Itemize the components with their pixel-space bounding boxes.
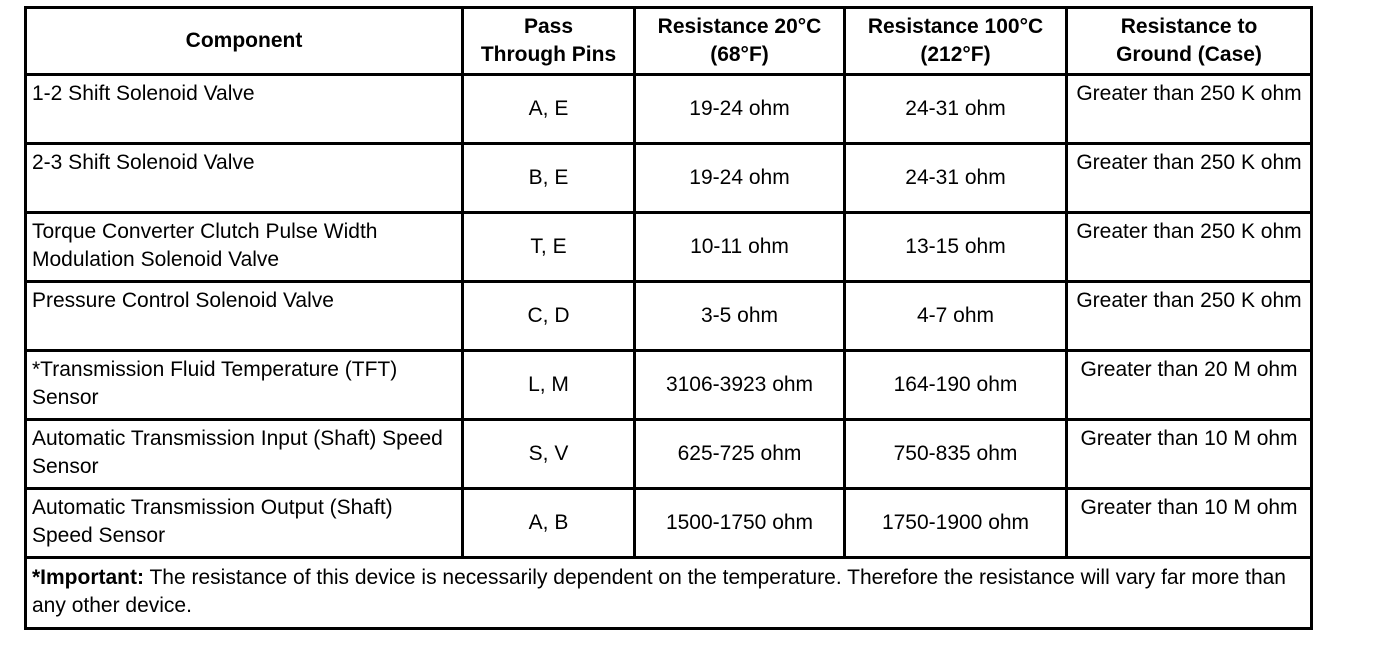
pins-cell: C, D <box>461 280 636 352</box>
resistance-100c-cell: 164-190 ohm <box>843 349 1068 421</box>
table-row: Automatic Transmission Input (Shaft) Spe… <box>24 418 1313 490</box>
resistance-100c-cell: 4-7 ohm <box>843 280 1068 352</box>
resistance-ground-cell: Greater than 10 M ohm <box>1065 487 1313 559</box>
table-row: Automatic Transmission Output (Shaft) Sp… <box>24 487 1313 559</box>
header-resistance-100c: Resistance 100°C (212°F) <box>843 6 1068 76</box>
resistance-ground-cell: Greater than 20 M ohm <box>1065 349 1313 421</box>
resistance-100c-cell: 13-15 ohm <box>843 211 1068 283</box>
resistance-20c-cell: 10-11 ohm <box>633 211 846 283</box>
component-cell: 2-3 Shift Solenoid Valve <box>24 142 464 214</box>
resistance-20c-cell: 3-5 ohm <box>633 280 846 352</box>
pins-cell: L, M <box>461 349 636 421</box>
resistance-100c-cell: 24-31 ohm <box>843 73 1068 145</box>
resistance-ground-cell: Greater than 250 K ohm <box>1065 280 1313 352</box>
pins-cell: A, B <box>461 487 636 559</box>
table-row: Torque Converter Clutch Pulse Width Modu… <box>24 211 1313 283</box>
component-cell: Automatic Transmission Input (Shaft) Spe… <box>24 418 464 490</box>
component-cell: Automatic Transmission Output (Shaft) Sp… <box>24 487 464 559</box>
header-row: Component Pass Through Pins Resistance 20… <box>24 6 1313 76</box>
resistance-20c-cell: 3106-3923 ohm <box>633 349 846 421</box>
component-cell: 1-2 Shift Solenoid Valve <box>24 73 464 145</box>
component-cell: *Transmission Fluid Temperature (TFT) Se… <box>24 349 464 421</box>
header-resistance-20c: Resistance 20°C (68°F) <box>633 6 846 76</box>
resistance-ground-cell: Greater than 250 K ohm <box>1065 211 1313 283</box>
component-cell: Pressure Control Solenoid Valve <box>24 280 464 352</box>
header-pins: Pass Through Pins <box>461 6 636 76</box>
component-cell: Torque Converter Clutch Pulse Width Modu… <box>24 211 464 283</box>
resistance-100c-cell: 24-31 ohm <box>843 142 1068 214</box>
resistance-100c-cell: 1750-1900 ohm <box>843 487 1068 559</box>
pins-cell: B, E <box>461 142 636 214</box>
header-resistance-ground: Resistance to Ground (Case) <box>1065 6 1313 76</box>
pins-cell: T, E <box>461 211 636 283</box>
resistance-ground-cell: Greater than 10 M ohm <box>1065 418 1313 490</box>
resistance-20c-cell: 19-24 ohm <box>633 73 846 145</box>
table-row: *Transmission Fluid Temperature (TFT) Se… <box>24 349 1313 421</box>
resistance-20c-cell: 625-725 ohm <box>633 418 846 490</box>
resistance-100c-cell: 750-835 ohm <box>843 418 1068 490</box>
resistance-20c-cell: 1500-1750 ohm <box>633 487 846 559</box>
resistance-table: Component Pass Through Pins Resistance 20… <box>24 6 1313 630</box>
table-row: 1-2 Shift Solenoid Valve A, E 19-24 ohm 24-… <box>24 73 1313 145</box>
note-row: *Important: The resistance of this devic… <box>24 556 1313 630</box>
pins-cell: S, V <box>461 418 636 490</box>
resistance-ground-cell: Greater than 250 K ohm <box>1065 73 1313 145</box>
pins-cell: A, E <box>461 73 636 145</box>
resistance-ground-cell: Greater than 250 K ohm <box>1065 142 1313 214</box>
header-component: Component <box>24 6 464 76</box>
table-row: 2-3 Shift Solenoid Valve B, E 19-24 ohm 24-… <box>24 142 1313 214</box>
table-row: Pressure Control Solenoid Valve C, D 3-5 o… <box>24 280 1313 352</box>
resistance-20c-cell: 19-24 ohm <box>633 142 846 214</box>
important-note: *Important: The resistance of this devic… <box>24 556 1313 630</box>
